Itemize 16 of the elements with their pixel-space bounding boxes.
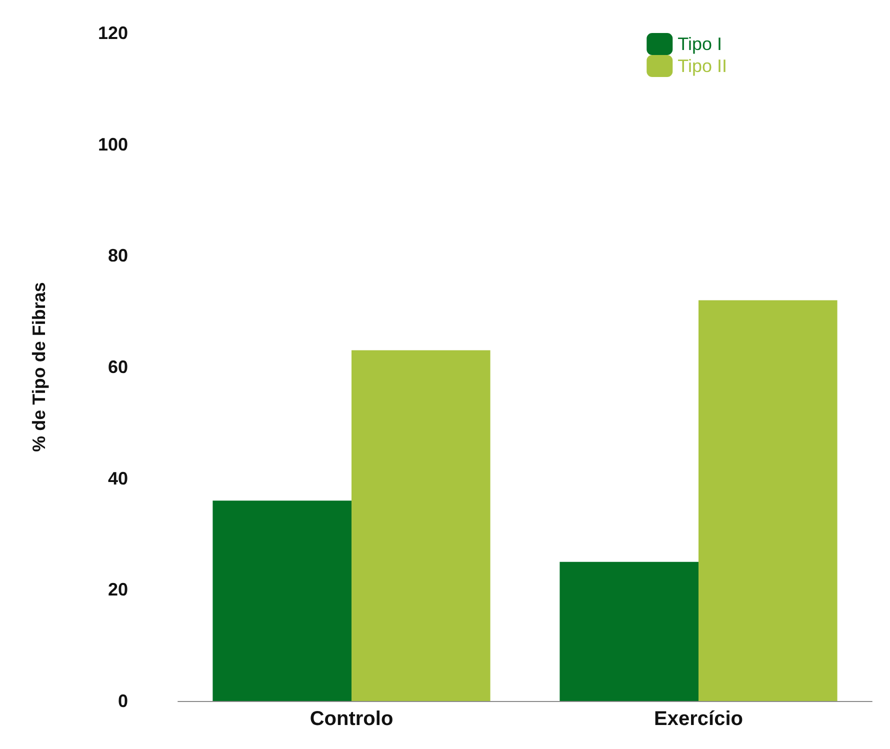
bar [212, 500, 352, 701]
y-tick-label: 100 [98, 134, 128, 154]
legend-label: Tipo II [678, 56, 728, 76]
y-tick-label: 120 [98, 23, 128, 43]
y-axis-title: % de Tipo de Fibras [29, 282, 49, 452]
legend-label: Tipo I [678, 34, 722, 54]
bar [698, 300, 838, 701]
x-tick-label: Controlo [310, 708, 394, 730]
y-tick-label: 0 [118, 691, 128, 711]
x-tick-label: Exercício [654, 708, 743, 730]
y-tick-label: 40 [108, 468, 128, 488]
y-tick-label: 80 [108, 246, 128, 266]
bar [560, 562, 698, 701]
y-tick-label: 20 [108, 580, 128, 600]
bar [352, 350, 490, 701]
y-tick-label: 60 [108, 357, 128, 377]
